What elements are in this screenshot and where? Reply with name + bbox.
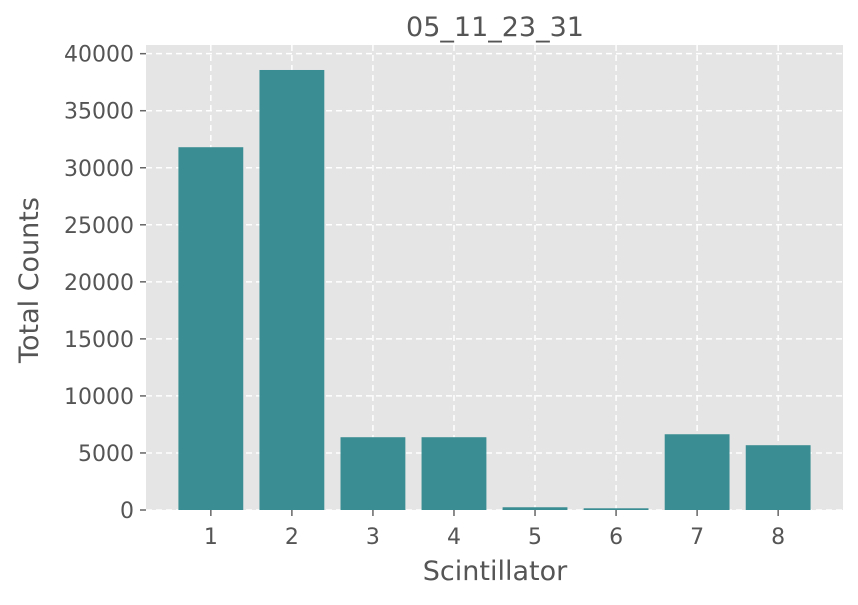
y-tick-label: 30000 — [64, 157, 134, 182]
bar-3 — [340, 437, 406, 510]
y-axis-label: Total Counts — [14, 197, 45, 364]
bar-1 — [178, 147, 244, 510]
chart-title: 05_11_23_31 — [406, 12, 584, 43]
x-tick-label: 3 — [366, 525, 380, 550]
plot-background — [146, 45, 843, 510]
bar-2 — [259, 69, 325, 510]
x-tick-label: 6 — [609, 525, 623, 550]
bar-8 — [745, 445, 811, 510]
y-tick-label: 25000 — [64, 214, 134, 239]
x-tick-label: 2 — [285, 525, 299, 550]
bar-7 — [664, 434, 730, 510]
y-tick-label: 20000 — [64, 271, 134, 296]
y-tick-label: 35000 — [64, 100, 134, 125]
bar-4 — [421, 437, 487, 510]
x-axis-label: Scintillator — [423, 556, 568, 587]
x-tick-label: 5 — [528, 525, 542, 550]
y-tick-label: 5000 — [78, 442, 134, 467]
x-tick-label: 7 — [690, 525, 704, 550]
y-tick-label: 15000 — [64, 328, 134, 353]
y-tick-label: 0 — [120, 499, 134, 524]
y-tick-label: 40000 — [64, 43, 134, 68]
x-tick-label: 8 — [771, 525, 785, 550]
x-tick-label: 4 — [447, 525, 461, 550]
bar-6 — [583, 508, 649, 510]
bar-5 — [502, 507, 568, 510]
y-tick-label: 10000 — [64, 385, 134, 410]
x-tick-label: 1 — [204, 525, 218, 550]
